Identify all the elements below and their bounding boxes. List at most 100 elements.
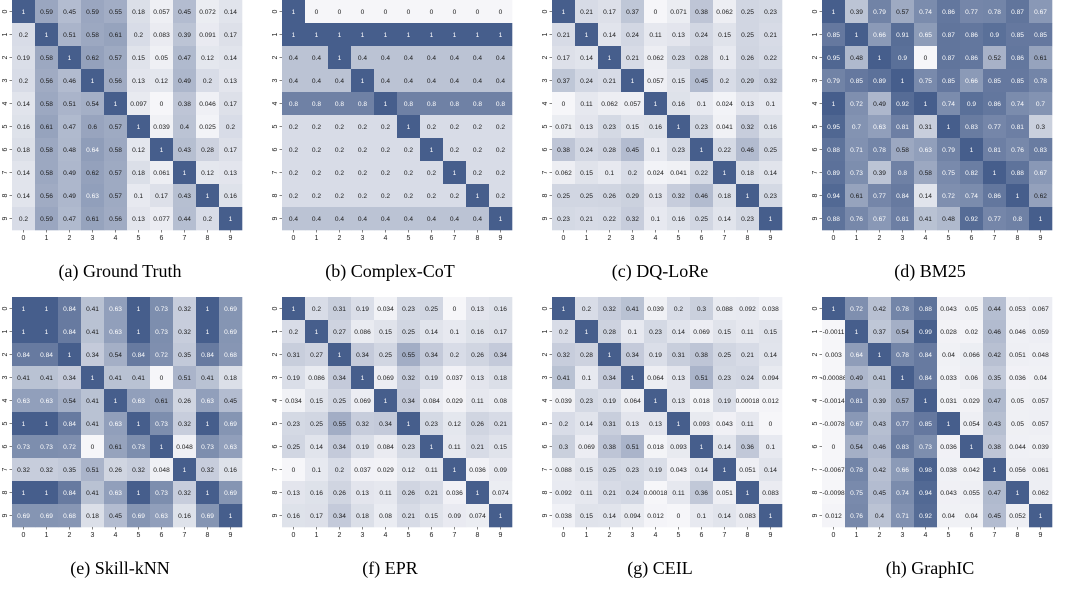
- heatmap-cell: [960, 0, 984, 24]
- cell-label: 1: [206, 490, 210, 497]
- cell-label: 0: [91, 444, 95, 451]
- x-tick-label: 7: [723, 235, 727, 242]
- heatmap-cell: [552, 343, 576, 367]
- cell-label: 0.4: [496, 55, 505, 62]
- heatmap-cell: [644, 115, 668, 139]
- cell-label: 0.48: [63, 147, 76, 154]
- cell-label: 1: [585, 32, 589, 39]
- heatmap-cell: [937, 320, 961, 344]
- cell-label: 1: [631, 78, 635, 85]
- cell-label: 0.46: [741, 147, 754, 154]
- heatmap-cell: [351, 161, 375, 185]
- heatmap-cell: [150, 92, 174, 116]
- y-tick-label: 3: [272, 78, 279, 82]
- cell-label: 0.23: [402, 306, 415, 313]
- cell-label: 0.2: [358, 124, 367, 131]
- heatmap-cell: [489, 207, 513, 231]
- cell-label: 0.94: [827, 193, 840, 200]
- heatmap-cell: [351, 389, 375, 413]
- cell-label: 0.85: [1011, 78, 1024, 85]
- heatmap-cell: [351, 69, 375, 93]
- cell-label: 0.043: [670, 467, 687, 474]
- y-tick-label: 4: [542, 398, 549, 402]
- heatmap-cell: [868, 184, 892, 208]
- cell-label: 0.31: [333, 306, 346, 313]
- cell-label: 0.89: [827, 170, 840, 177]
- cell-label: 0.17: [224, 32, 237, 39]
- x-tick-label: 1: [855, 235, 859, 242]
- cell-label: 0.3: [1036, 124, 1045, 131]
- heatmap-cell: [282, 207, 306, 231]
- cell-label: 0.84: [132, 352, 145, 359]
- cell-label: 0.2: [358, 147, 367, 154]
- cell-label: 0.34: [603, 375, 616, 382]
- heatmap-cell: [713, 435, 737, 459]
- heatmap-cell: [150, 320, 174, 344]
- heatmap-cell: [443, 366, 467, 390]
- y-tick-label: 1: [2, 32, 9, 36]
- heatmap-cell: [443, 0, 467, 24]
- x-tick-label: 1: [585, 235, 589, 242]
- cell-label: 0.41: [132, 375, 145, 382]
- cell-label: 0.39: [873, 170, 886, 177]
- heatmap-cell: [443, 184, 467, 208]
- heatmap-cell: [219, 504, 243, 528]
- cell-label: 0.059: [1032, 329, 1049, 336]
- heatmap-cell: [127, 320, 151, 344]
- cell-label: 0.17: [224, 101, 237, 108]
- cell-label: 0.14: [764, 170, 777, 177]
- heatmap-cell: [420, 389, 444, 413]
- heatmap-cell: [12, 297, 36, 321]
- heatmap-cell: [598, 343, 622, 367]
- cell-label: 0.071: [670, 9, 687, 16]
- cell-label: 1: [338, 352, 342, 359]
- cell-label: 1: [229, 216, 233, 223]
- cell-label: 0.14: [718, 513, 731, 520]
- heatmap-cell: [937, 481, 961, 505]
- heatmap-cell: [845, 138, 869, 162]
- heatmap-cell: [845, 297, 869, 321]
- x-tick-label: 3: [631, 235, 635, 242]
- heatmap-cell: [822, 69, 846, 93]
- y-tick-label: 3: [542, 78, 549, 82]
- heatmap-cell: [58, 46, 82, 70]
- heatmap-cell: [489, 343, 513, 367]
- heatmap-cell: [305, 458, 329, 482]
- heatmap-cell: [150, 184, 174, 208]
- cell-label: 0.15: [494, 444, 507, 451]
- cell-label: 0.15: [132, 55, 145, 62]
- x-tick-label: 3: [361, 532, 365, 539]
- heatmap-cell: [104, 69, 128, 93]
- heatmap-cell: [489, 184, 513, 208]
- cell-label: 0.84: [919, 352, 932, 359]
- cell-label: 0.69: [40, 513, 53, 520]
- heatmap-cell: [219, 389, 243, 413]
- heatmap-cell: [822, 343, 846, 367]
- heatmap-cell: [690, 138, 714, 162]
- cell-label: 0.72: [850, 101, 863, 108]
- cell-label: 0.58: [86, 32, 99, 39]
- x-tick-label: 4: [654, 532, 658, 539]
- heatmap-cell: [644, 343, 668, 367]
- heatmap-cell: [35, 207, 59, 231]
- cell-label: 0.99: [919, 329, 932, 336]
- heatmap-cell: [552, 138, 576, 162]
- heatmap-cell: [374, 343, 398, 367]
- cell-label: 0.074: [492, 490, 509, 497]
- y-tick-label: 5: [272, 421, 279, 425]
- y-tick-label: 5: [812, 421, 819, 425]
- cell-label: 1: [993, 170, 997, 177]
- panel-caption: (c) DQ-LoRe: [611, 261, 709, 281]
- cell-label: 1: [1016, 193, 1020, 200]
- heatmap-cell: [667, 46, 691, 70]
- heatmap-cell: [12, 366, 36, 390]
- cell-label: 0.14: [764, 467, 777, 474]
- cell-label: 0.2: [559, 421, 568, 428]
- heatmap-cell: [690, 207, 714, 231]
- cell-label: 0.2: [496, 170, 505, 177]
- cell-label: 0.00018: [736, 398, 760, 405]
- heatmap-cell: [644, 0, 668, 24]
- cell-label: 0.4: [473, 55, 482, 62]
- cell-label: 0.12: [201, 55, 214, 62]
- heatmap-cell: [552, 481, 576, 505]
